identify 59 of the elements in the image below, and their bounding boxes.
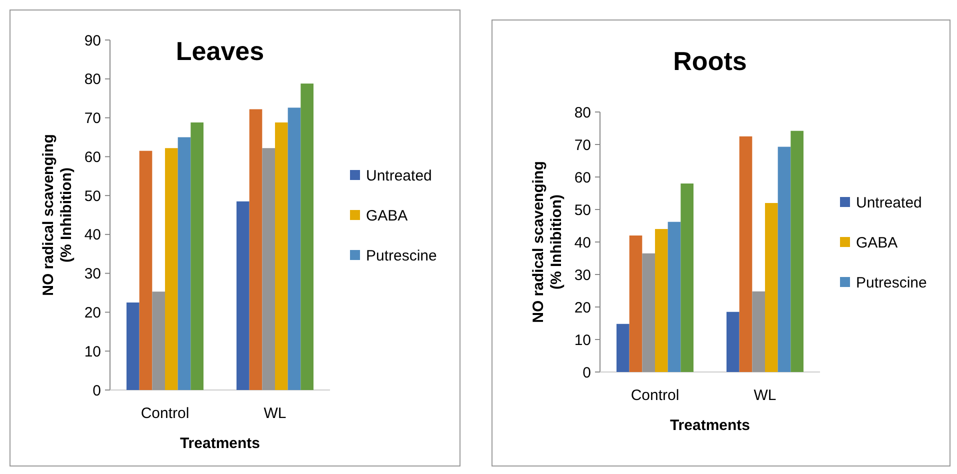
x-axis-title: Treatments [180, 435, 260, 452]
y-tick-label: 80 [574, 104, 591, 122]
bar [726, 312, 740, 372]
y-tick-label: 10 [574, 332, 591, 349]
y-tick-label: 30 [84, 266, 101, 283]
y-tick-label: 40 [574, 234, 591, 252]
x-tick-label: Control [140, 405, 190, 422]
legend-label: Untreated [856, 194, 922, 212]
bar [790, 130, 804, 372]
y-tick-label: 0 [92, 382, 101, 400]
legend-label: Untreated [366, 167, 432, 184]
bar [680, 184, 694, 372]
y-tick-label: 50 [84, 188, 101, 205]
bar [236, 201, 250, 390]
y-tick-label: 70 [84, 110, 101, 128]
bar [300, 84, 314, 390]
y-tick-label: 60 [574, 169, 591, 186]
bar [262, 148, 275, 390]
y-tick-label: 10 [84, 343, 101, 360]
bar [178, 137, 191, 390]
y-tick-label: 80 [84, 71, 101, 88]
legend-label: Putrescine [366, 247, 437, 264]
bar [152, 292, 165, 390]
legend-label: Putrescine [856, 274, 927, 292]
bar [190, 122, 204, 390]
chart-title: Leaves [176, 36, 264, 66]
bar [765, 203, 778, 372]
legend-label: GABA [856, 234, 898, 252]
x-tick-label: Control [630, 387, 680, 404]
bar [126, 302, 140, 390]
y-tick-label: 30 [574, 266, 591, 284]
legend-label: GABA [366, 207, 408, 224]
y-tick-label: 90 [84, 32, 101, 50]
bar [629, 236, 642, 372]
bar [165, 148, 178, 390]
bar [752, 291, 765, 372]
bar [139, 150, 152, 390]
bar [655, 229, 668, 372]
bar [739, 136, 752, 372]
x-axis-title: Treatments [670, 417, 750, 434]
y-tick-label: 20 [574, 299, 591, 316]
y-axis-title: NO radical scavenging (% Inhibition) [40, 134, 75, 296]
chart-title: Roots [673, 46, 747, 76]
x-tick-label: WL [754, 387, 776, 404]
bar [616, 324, 630, 372]
y-tick-label: 20 [84, 304, 101, 322]
y-tick-label: 50 [574, 202, 591, 219]
y-axis-title: NO radical scavenging (% Inhibition) [530, 161, 565, 323]
bar [275, 122, 288, 390]
bar [288, 108, 301, 390]
y-tick-label: 0 [582, 364, 591, 382]
bar [249, 109, 262, 390]
y-tick-label: 40 [84, 226, 101, 244]
bar [642, 253, 655, 372]
x-tick-label: WL [264, 405, 286, 422]
y-tick-label: 70 [574, 136, 591, 154]
y-tick-label: 60 [84, 148, 101, 166]
bar [668, 222, 681, 372]
bar [778, 146, 791, 372]
